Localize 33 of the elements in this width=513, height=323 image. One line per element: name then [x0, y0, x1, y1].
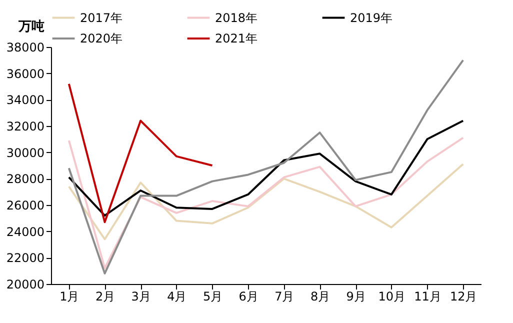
y-tick-label: 22000 [6, 251, 44, 266]
x-tick-label: 7月 [274, 290, 294, 304]
legend-label: 2017年 [80, 10, 123, 25]
legend-label: 2020年 [80, 32, 123, 46]
x-tick-label: 9月 [346, 290, 366, 304]
y-tick-label: 26000 [6, 198, 44, 212]
line-series [68, 82, 214, 224]
x-tick-label: 11月 [414, 290, 442, 304]
x-tick-label: 1月 [60, 290, 80, 304]
y-tick-label: 32000 [6, 120, 44, 134]
legend-label: 2018年 [215, 10, 258, 25]
y-tick-label: 28000 [6, 172, 44, 186]
y-tick-label: 20000 [6, 278, 44, 292]
y-tick-label: 24000 [6, 224, 44, 239]
x-tick-label: 10月 [378, 290, 406, 304]
x-tick-label: 5月 [202, 290, 223, 304]
line-series [68, 163, 464, 240]
y-tick-label: 38000 [6, 40, 44, 54]
x-tick-label: 12月 [450, 290, 478, 304]
legend-label: 2021年 [215, 32, 258, 46]
x-tick-label: 3月 [131, 290, 151, 304]
legend-label: 2019年 [350, 10, 393, 25]
y-tick-label: 34000 [6, 93, 44, 108]
x-tick-label: 2月 [95, 290, 116, 304]
line-series [68, 136, 464, 270]
x-tick-label: 6月 [238, 290, 258, 304]
x-tick-label: 4月 [167, 290, 187, 304]
line-series [68, 120, 464, 217]
x-tick-label: 8月 [310, 290, 330, 304]
y-axis-title: 万吨 [18, 20, 44, 34]
line-series [68, 59, 464, 274]
y-tick-label: 30000 [6, 146, 44, 160]
y-tick-label: 36000 [6, 66, 44, 81]
